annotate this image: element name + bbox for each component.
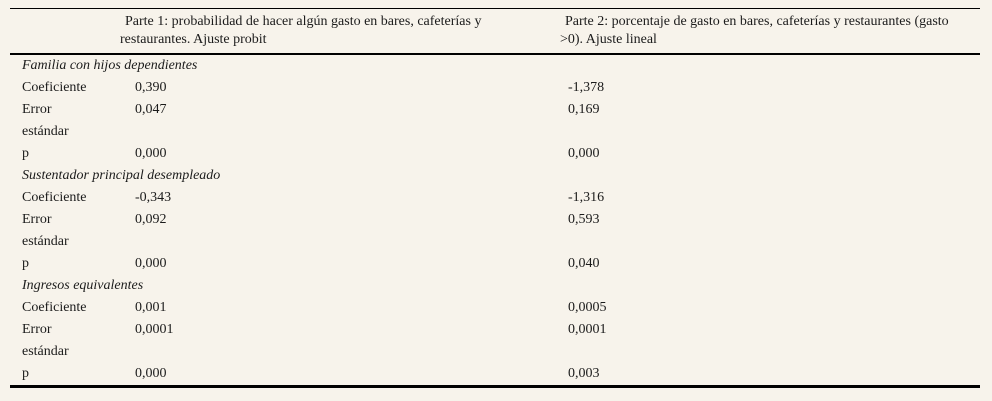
table-body: Familia con hijos dependientes Coeficien… xyxy=(10,55,980,388)
regression-results-table: Parte 1: probabilidad de hacer algún gas… xyxy=(10,8,980,388)
parte2-value: 0,003 xyxy=(568,366,600,381)
row-label-cell: Coeficiente xyxy=(10,297,123,319)
parte2-value: 0,169 xyxy=(568,102,600,117)
row-label: Coeficiente xyxy=(22,80,87,95)
row-label: Coeficiente xyxy=(22,300,87,315)
row-label-cell: Error estándar xyxy=(10,209,123,253)
row-label: Error estándar xyxy=(22,322,69,359)
parte2-value: -1,378 xyxy=(568,80,605,95)
row-label: Error estándar xyxy=(22,102,69,139)
table-row: p 0,000 0,000 xyxy=(10,143,980,165)
table-row: p 0,000 0,040 xyxy=(10,253,980,275)
header-parte2: Parte 2: porcentaje de gasto en bares, c… xyxy=(560,14,949,47)
row-label: p xyxy=(22,256,29,271)
row-label-cell: Error estándar xyxy=(10,319,123,363)
row-label-cell: p xyxy=(10,143,123,165)
row-label-cell: p xyxy=(10,253,123,275)
parte1-value: 0,000 xyxy=(135,366,167,381)
row-label-cell: Coeficiente xyxy=(10,77,123,99)
table-header-row: Parte 1: probabilidad de hacer algún gas… xyxy=(10,9,980,55)
table-row: Error estándar 0,0001 0,0001 xyxy=(10,319,980,363)
parte1-value: 0,001 xyxy=(135,300,167,315)
header-parte1: Parte 1: probabilidad de hacer algún gas… xyxy=(120,14,482,47)
row-label-cell: Coeficiente xyxy=(10,187,123,209)
header-empty-cell xyxy=(10,13,120,48)
parte2-value: 0,000 xyxy=(568,146,600,161)
table-row: Error estándar 0,092 0,593 xyxy=(10,209,980,253)
parte1-value: 0,000 xyxy=(135,146,167,161)
table-row: Coeficiente 0,390 -1,378 xyxy=(10,77,980,99)
parte1-value: 0,000 xyxy=(135,256,167,271)
parte1-value: 0,047 xyxy=(135,102,167,117)
section-title-familia: Familia con hijos dependientes xyxy=(22,58,198,73)
row-label: p xyxy=(22,366,29,381)
section-title-ingresos: Ingresos equivalentes xyxy=(22,278,144,293)
parte1-value: 0,0001 xyxy=(135,322,174,337)
parte1-value: 0,092 xyxy=(135,212,167,227)
parte1-value: -0,343 xyxy=(135,190,172,205)
parte2-value: 0,593 xyxy=(568,212,600,227)
parte2-value: 0,0005 xyxy=(568,300,607,315)
parte1-value: 0,390 xyxy=(135,80,167,95)
row-label: p xyxy=(22,146,29,161)
section-title-sustentador: Sustentador principal desempleado xyxy=(22,168,221,183)
row-label: Coeficiente xyxy=(22,190,87,205)
row-label: Error estándar xyxy=(22,212,69,249)
row-label-cell: p xyxy=(10,363,123,385)
parte2-value: 0,0001 xyxy=(568,322,607,337)
row-label-cell: Error estándar xyxy=(10,99,123,143)
table-row: Coeficiente -0,343 -1,316 xyxy=(10,187,980,209)
parte2-value: -1,316 xyxy=(568,190,605,205)
table-row: Error estándar 0,047 0,169 xyxy=(10,99,980,143)
table-row: p 0,000 0,003 xyxy=(10,363,980,385)
parte2-value: 0,040 xyxy=(568,256,600,271)
table-row: Coeficiente 0,001 0,0005 xyxy=(10,297,980,319)
